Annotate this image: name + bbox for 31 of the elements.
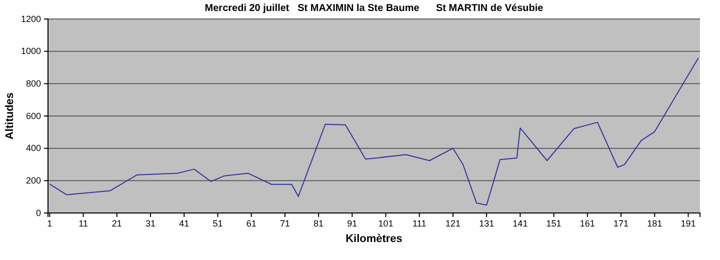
x-tick-label: 91 [347, 218, 358, 228]
chart-title: Mercredi 20 juillet St MAXIMIN la Ste Baume St MARTIN de Vésubie [204, 3, 544, 14]
x-tick-label: 161 [580, 218, 595, 228]
x-tick-label: 131 [479, 218, 494, 228]
y-tick-label: 1200 [20, 14, 41, 24]
x-tick-label: 71 [280, 218, 290, 228]
x-tick-label: 51 [212, 218, 223, 228]
x-tick-label: 141 [512, 218, 528, 228]
x-tick-label: 31 [145, 218, 156, 228]
x-tick-label: 171 [614, 218, 629, 228]
x-tick-label: 151 [546, 218, 562, 228]
x-tick-label: 191 [680, 218, 696, 228]
x-tick-label: 81 [314, 218, 324, 228]
x-tick-label: 1 [47, 218, 52, 228]
y-tick-label: 1000 [20, 46, 41, 56]
x-tick-label: 111 [412, 218, 426, 228]
x-tick-label: 121 [445, 218, 460, 228]
y-tick-label: 400 [26, 143, 41, 154]
y-tick-label: 600 [26, 110, 41, 121]
x-tick-label: 181 [647, 218, 662, 228]
x-tick-label: 61 [246, 218, 256, 228]
x-tick-label: 21 [112, 218, 122, 228]
line-series [49, 57, 699, 206]
y-tick-label: 800 [26, 78, 41, 89]
x-tick-label: 101 [378, 218, 394, 228]
x-axis-title: Kilomètres [346, 233, 402, 245]
y-tick-label: 200 [26, 176, 41, 186]
x-tick-label: 41 [179, 218, 190, 228]
x-tick-label: 11 [78, 218, 88, 228]
y-tick-label: 0 [36, 208, 41, 218]
y-axis-title: Altitudes [4, 92, 16, 140]
